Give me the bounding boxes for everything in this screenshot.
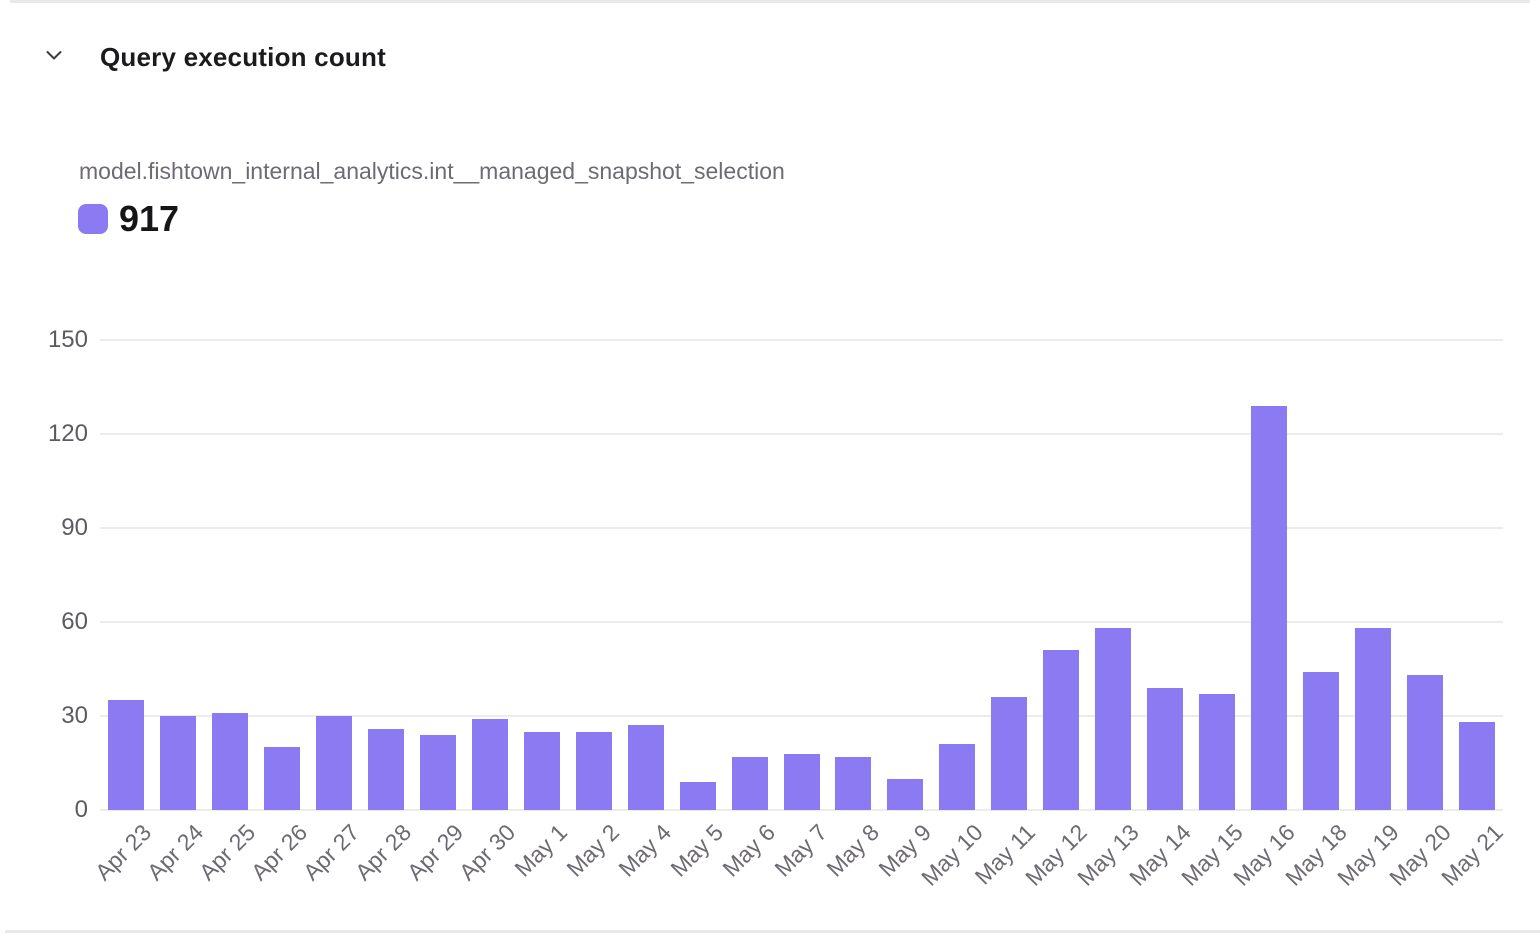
bar-may-4[interactable] xyxy=(627,725,664,810)
bar-apr-24[interactable] xyxy=(159,716,196,810)
bar-apr-28[interactable] xyxy=(367,728,404,810)
x-axis-tick-label: Apr 24 xyxy=(142,819,209,886)
panel-bottom-border xyxy=(5,930,1540,933)
x-axis-tick-label: Apr 26 xyxy=(245,819,313,886)
x-axis-tick-label: Apr 27 xyxy=(297,819,365,886)
gridline xyxy=(100,809,1503,811)
x-axis-tick-label: Apr 25 xyxy=(194,819,261,886)
x-axis-tick-label: May 6 xyxy=(717,819,780,882)
bar-apr-26[interactable] xyxy=(263,747,300,810)
bar-may-12[interactable] xyxy=(1043,650,1080,810)
bar-may-21[interactable] xyxy=(1459,722,1496,810)
x-axis-tick-label: May 5 xyxy=(665,819,728,882)
x-axis-tick-label: May 1 xyxy=(509,819,573,882)
bar-may-11[interactable] xyxy=(991,697,1028,810)
x-axis-tick-label: May 8 xyxy=(821,819,884,882)
bar-may-9[interactable] xyxy=(887,778,924,810)
bar-may-8[interactable] xyxy=(835,756,872,810)
bar-may-13[interactable] xyxy=(1095,628,1132,810)
bar-apr-23[interactable] xyxy=(107,700,144,810)
page-title: Query execution count xyxy=(100,42,386,72)
y-axis-tick-label: 120 xyxy=(47,420,88,447)
bar-may-6[interactable] xyxy=(731,756,768,810)
bar-may-2[interactable] xyxy=(575,731,612,810)
bar-apr-30[interactable] xyxy=(471,719,508,810)
bar-may-1[interactable] xyxy=(523,731,560,810)
bar-may-7[interactable] xyxy=(783,753,820,810)
x-axis-tick-label: Apr 23 xyxy=(90,819,157,886)
bar-may-5[interactable] xyxy=(679,781,716,810)
collapse-section-button[interactable] xyxy=(43,46,65,66)
y-axis-tick-label: 150 xyxy=(47,326,88,353)
gridline xyxy=(100,527,1503,529)
bar-may-18[interactable] xyxy=(1303,672,1340,810)
gridline xyxy=(100,621,1503,623)
legend-color-swatch xyxy=(78,204,108,234)
panel-top-border xyxy=(10,0,1530,3)
y-axis-tick-label: 60 xyxy=(61,608,88,635)
x-axis-tick-label: May 4 xyxy=(613,819,677,882)
bar-apr-25[interactable] xyxy=(211,712,248,810)
gridline xyxy=(100,433,1503,435)
bar-apr-27[interactable] xyxy=(315,716,352,810)
x-axis-tick-label: Apr 30 xyxy=(453,819,521,886)
bar-apr-29[interactable] xyxy=(419,734,456,810)
gridline xyxy=(100,715,1503,717)
bar-may-15[interactable] xyxy=(1199,694,1236,810)
y-axis-tick-label: 0 xyxy=(74,796,88,823)
x-axis-tick-label: May 2 xyxy=(561,819,625,882)
gridline xyxy=(100,339,1503,341)
bar-may-19[interactable] xyxy=(1355,628,1392,810)
x-axis-tick-label: Apr 29 xyxy=(401,819,469,886)
bar-may-14[interactable] xyxy=(1147,687,1184,810)
legend-row: 917 xyxy=(78,198,180,239)
chevron-down-icon xyxy=(46,51,62,60)
series-total-value: 917 xyxy=(119,198,180,239)
bar-may-16[interactable] xyxy=(1251,405,1288,810)
y-axis-tick-label: 90 xyxy=(61,514,88,541)
bar-may-20[interactable] xyxy=(1407,675,1444,810)
series-name-label: model.fishtown_internal_analytics.int__m… xyxy=(79,158,785,184)
x-axis-tick-label: May 7 xyxy=(769,819,832,882)
bar-may-10[interactable] xyxy=(939,744,976,810)
y-axis-tick-label: 30 xyxy=(61,702,88,729)
x-axis-tick-label: Apr 28 xyxy=(349,819,417,886)
